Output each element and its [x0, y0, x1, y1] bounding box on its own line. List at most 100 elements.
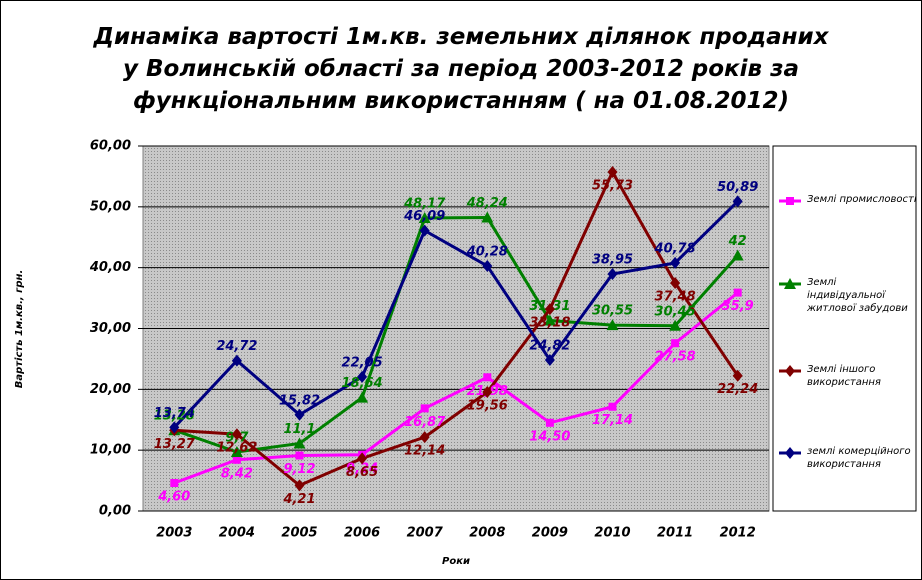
point: [482, 259, 493, 272]
data-label: 40,28: [466, 244, 508, 259]
data-label: 42: [728, 234, 747, 249]
point: [483, 373, 492, 382]
y-tick-label: 60,00: [90, 139, 131, 154]
point: [170, 479, 179, 488]
point: [731, 249, 744, 261]
data-label: 4,21: [282, 492, 315, 507]
data-label: 30,45: [655, 304, 696, 319]
data-label: 8,42: [221, 466, 253, 481]
legend-label: Землі іншого використання: [807, 364, 881, 388]
point: [294, 479, 305, 492]
legend-label: Землі індивідуальної житлової забудови: [807, 277, 908, 314]
point: [607, 268, 618, 281]
y-tick-label: 0,00: [99, 504, 131, 519]
x-tick-label: 2005: [281, 526, 317, 541]
legend-label: Землі промисловості: [807, 194, 917, 205]
x-tick-label: 2006: [344, 526, 380, 541]
point: [357, 452, 368, 465]
x-axis-title: Роки: [442, 556, 470, 567]
point: [231, 354, 242, 367]
point: [230, 445, 243, 457]
data-label: 35,9: [722, 299, 754, 314]
point: [420, 404, 429, 413]
x-tick-label: 2011: [657, 526, 693, 541]
x-tick-label: 2004: [219, 526, 255, 541]
x-tick-label: 2010: [594, 526, 630, 541]
point: [169, 421, 180, 434]
x-tick-label: 2007: [407, 526, 444, 541]
y-tick-label: 30,00: [90, 321, 131, 336]
x-tick-label: 2009: [532, 526, 568, 541]
point: [608, 402, 617, 411]
point: [544, 303, 555, 316]
chart-title: Динаміка вартості 1м.кв. земельних ділян…: [93, 24, 829, 114]
data-label: 11,1: [283, 422, 315, 437]
point: [669, 319, 682, 331]
data-label: 13,27: [154, 437, 196, 452]
y-axis-title: Вартість 1м.кв., грн.: [14, 270, 25, 389]
point: [231, 428, 242, 441]
legend-box: [772, 145, 917, 512]
data-label: 12,62: [216, 441, 257, 456]
data-label: 18,64: [342, 376, 383, 391]
data-label: 16,87: [404, 415, 446, 430]
data-label: 40,78: [654, 241, 696, 256]
point: [786, 197, 794, 205]
point: [232, 455, 241, 464]
point: [356, 391, 369, 403]
legend-label: землі комерційного використання: [807, 446, 911, 470]
data-label: 48,17: [403, 196, 446, 211]
point: [293, 437, 306, 449]
data-label: 24,82: [529, 339, 570, 354]
data-label: 8,65: [346, 465, 378, 480]
series-line: [173, 216, 739, 454]
data-label: 19,56: [467, 399, 508, 414]
point: [785, 447, 795, 459]
data-label: 9,12: [283, 462, 315, 477]
point: [481, 211, 494, 223]
point: [671, 339, 680, 348]
data-label: 13,28: [154, 409, 195, 424]
y-tick-label: 20,00: [90, 382, 131, 397]
point: [545, 418, 554, 427]
x-tick-label: 2008: [469, 526, 505, 541]
y-tick-label: 50,00: [90, 199, 131, 214]
point: [294, 408, 305, 421]
point: [732, 195, 743, 208]
series-line: [173, 291, 739, 485]
data-label: 50,89: [717, 180, 758, 195]
data-label: 55,73: [592, 178, 633, 193]
x-tick-label: 2003: [156, 526, 192, 541]
data-label: 22,24: [717, 382, 758, 397]
data-label: 17,14: [592, 413, 633, 428]
point: [419, 431, 430, 444]
x-tick-label: 2012: [720, 526, 756, 541]
data-label: 30,55: [592, 304, 633, 319]
point: [733, 288, 742, 297]
data-label: 9,24: [346, 461, 378, 476]
y-tick-label: 10,00: [90, 443, 131, 458]
data-label: 13,74: [154, 406, 195, 421]
y-tick-label: 40,00: [89, 260, 131, 275]
data-label: 46,09: [403, 209, 445, 224]
data-label: 14,50: [529, 429, 570, 444]
point: [606, 319, 619, 331]
data-label: 4,60: [157, 490, 190, 505]
series-line: [174, 168, 739, 488]
data-label: 48,24: [466, 196, 508, 211]
data-label: 38,95: [592, 253, 633, 268]
point: [418, 211, 431, 223]
point: [784, 278, 796, 289]
point: [295, 451, 304, 460]
point: [543, 314, 556, 326]
point: [544, 354, 555, 367]
point: [357, 370, 368, 383]
point: [607, 165, 618, 178]
point: [670, 276, 681, 289]
point: [482, 386, 493, 399]
point: [419, 224, 430, 237]
point: [670, 256, 681, 269]
data-label: 27,58: [655, 350, 696, 365]
